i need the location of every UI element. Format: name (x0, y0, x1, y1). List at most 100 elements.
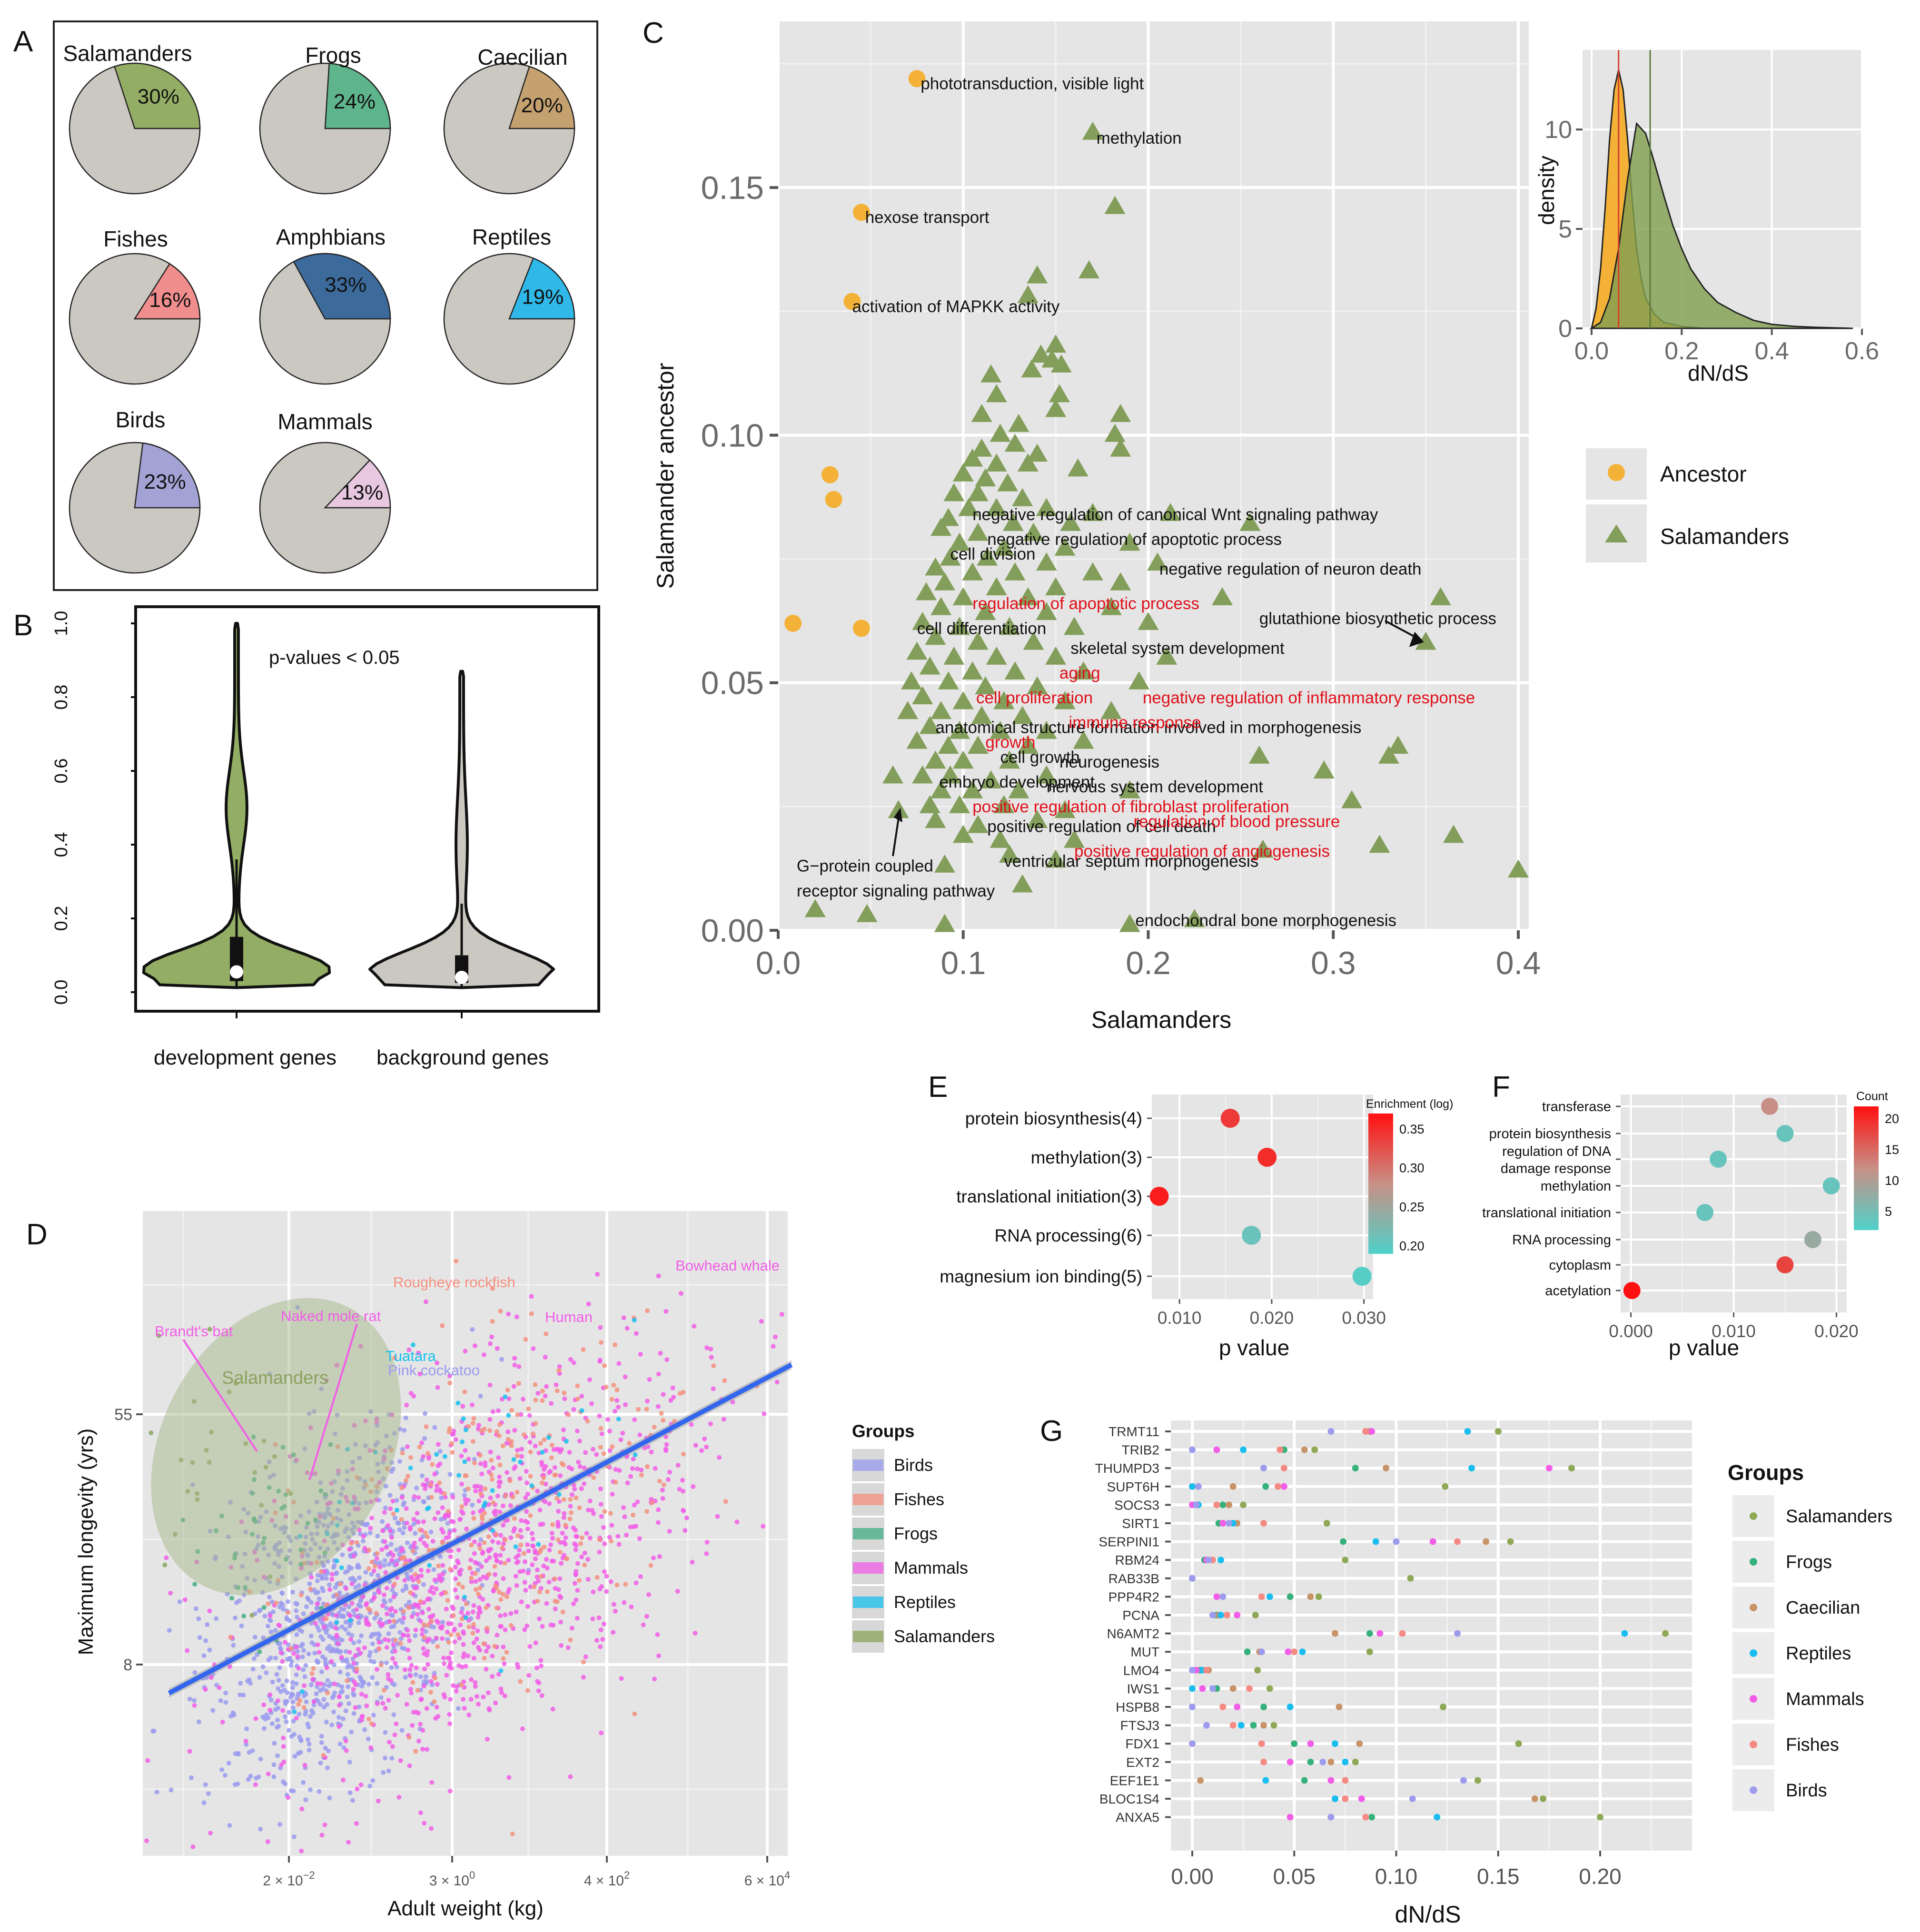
dot-f-point-7 (1623, 1282, 1641, 1299)
longevity-point-1869 (220, 1719, 225, 1725)
longevity-point-1075 (418, 1722, 423, 1727)
dot-g-gene-17: FDX1 (1125, 1736, 1159, 1751)
longevity-point-533 (272, 1741, 277, 1746)
longevity-point-1237 (601, 1525, 606, 1530)
longevity-point-2195 (470, 1631, 475, 1636)
longevity-point-1192 (354, 1821, 359, 1826)
longevity-point-1526 (651, 1555, 656, 1560)
dot-e-xtick-label-0: 0.010 (1158, 1308, 1202, 1328)
longevity-point-2193 (537, 1589, 542, 1595)
longevity-point-414 (345, 1694, 350, 1699)
longevity-point-1463 (613, 1467, 618, 1472)
dot-g-point-2-4 (1545, 1465, 1553, 1472)
longevity-point-1358 (699, 1448, 704, 1453)
dot-g-point-18-6 (1319, 1758, 1326, 1765)
longevity-point-2176 (490, 1477, 495, 1482)
salamander-point-24 (1017, 453, 1039, 472)
longevity-point-2257 (445, 1508, 451, 1514)
longevity-point-1960 (587, 1536, 593, 1541)
longevity-point-763 (281, 1779, 286, 1784)
salamander-point-110 (1073, 730, 1094, 749)
longevity-point-1853 (572, 1487, 577, 1492)
dot-g-point-0-3 (1464, 1428, 1471, 1435)
salamander-point-54 (1004, 562, 1026, 581)
longevity-point-1303 (547, 1501, 552, 1507)
longevity-point-1355 (453, 1587, 458, 1592)
longevity-point-2266 (533, 1398, 538, 1403)
dot-g-point-15-6 (1189, 1704, 1196, 1710)
longevity-point-1485 (704, 1539, 710, 1545)
salamander-point-113 (925, 750, 946, 769)
longevity-point-857 (298, 1644, 304, 1649)
longevity-point-1825 (493, 1572, 498, 1577)
scatter-d-grid (143, 1211, 788, 1856)
longevity-point-1542 (582, 1481, 587, 1487)
salamander-point-111 (1387, 735, 1409, 754)
longevity-point-666 (267, 1617, 272, 1622)
dot-g-point-4-0 (1240, 1501, 1247, 1508)
salamander-point-38 (1002, 513, 1024, 531)
longevity-point-2283 (604, 1384, 609, 1390)
dot-g-point-21-0 (1597, 1814, 1603, 1821)
salamander-point-151 (1184, 909, 1205, 927)
longevity-point-1663 (496, 1479, 502, 1485)
longevity-point-2224 (440, 1323, 445, 1328)
longevity-point-2315 (286, 1610, 291, 1615)
salamander-point-56 (1147, 552, 1168, 571)
longevity-point-2053 (661, 1418, 666, 1423)
longevity-point-1698 (484, 1666, 489, 1672)
salamander-point-21 (1027, 444, 1048, 462)
salamander-point-130 (1054, 800, 1076, 818)
scatter-c-red-label-6: positive regulation of fibroblast prolif… (972, 798, 1289, 816)
legend-label-ancestor: Ancestor (1660, 462, 1747, 486)
dot-g-xtick-label-3: 0.15 (1477, 1864, 1520, 1889)
annotation-label-0: Rougheye rockfish (393, 1274, 515, 1291)
longevity-point-2338 (633, 1452, 638, 1458)
salamander-point-137 (990, 829, 1011, 848)
violin-ytick-label-3: 0.6 (51, 759, 71, 784)
longevity-point-2354 (334, 1558, 339, 1564)
longevity-point-286 (389, 1755, 395, 1761)
longevity-point-1954 (445, 1621, 451, 1626)
longevity-point-1823 (557, 1576, 563, 1581)
longevity-point-1462 (410, 1723, 415, 1728)
salamander-point-94 (952, 691, 974, 710)
longevity-point-1532 (439, 1626, 444, 1631)
salamander-point-68 (1100, 597, 1122, 615)
longevity-point-2068 (410, 1680, 416, 1685)
longevity-point-1778 (460, 1511, 465, 1516)
dot-g-point-16-5 (1229, 1722, 1237, 1729)
longevity-point-786 (218, 1698, 223, 1703)
salamander-point-73 (1064, 617, 1085, 635)
longevity-point-1901 (572, 1581, 577, 1586)
longevity-point-2167 (348, 1541, 354, 1546)
dot-g-point-18-4 (1287, 1758, 1294, 1765)
longevity-point-1977 (704, 1345, 710, 1350)
pie-title-frogs: Frogs (305, 43, 361, 68)
longevity-point-1222 (471, 1603, 476, 1608)
longevity-point-2316 (504, 1594, 509, 1599)
salamander-point-17 (990, 424, 1011, 442)
longevity-point-1654 (523, 1588, 528, 1593)
longevity-point-1579 (477, 1542, 482, 1548)
longevity-point-224 (345, 1672, 350, 1677)
longevity-point-972 (487, 1555, 492, 1560)
longevity-point-1571 (584, 1531, 589, 1536)
salamander-point-84 (919, 656, 940, 675)
longevity-point-1940 (611, 1630, 616, 1635)
longevity-point-595 (247, 1750, 252, 1755)
longevity-point-1269 (508, 1535, 514, 1540)
dot-g-gene-21: ANXA5 (1116, 1810, 1159, 1825)
dot-g-point-21-6 (1327, 1814, 1335, 1821)
longevity-point-1405 (456, 1663, 462, 1668)
scatter-c-label-8: glutathione biosynthetic process (1259, 609, 1496, 628)
longevity-point-1668 (407, 1558, 413, 1563)
longevity-point-1770 (708, 1421, 713, 1427)
salamander-point-79 (906, 641, 928, 660)
dot-g-legend-key-5 (1750, 1741, 1757, 1748)
longevity-point-1909 (620, 1430, 625, 1436)
longevity-point-969 (396, 1794, 402, 1800)
longevity-point-407 (359, 1633, 364, 1638)
longevity-point-823 (231, 1712, 237, 1717)
longevity-point-2355 (460, 1439, 465, 1444)
